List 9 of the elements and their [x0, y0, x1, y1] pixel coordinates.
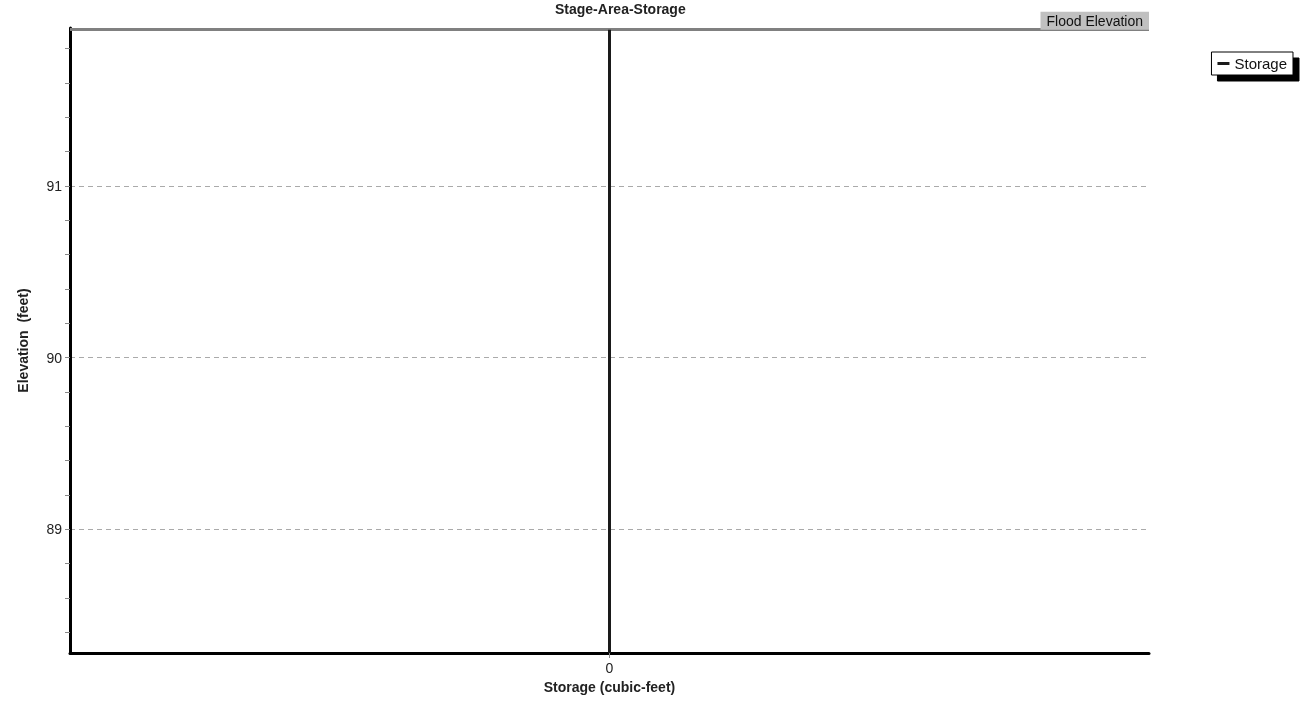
y-tick-label: 91 [46, 177, 63, 194]
legend-label: Storage [1234, 55, 1288, 72]
x-tick-label: 0 [605, 660, 614, 676]
y-axis-title: Elevation (feet) [15, 288, 31, 393]
chart-title: Stage-Area-Storage [555, 1, 686, 17]
x-axis-title: Storage (cubic-feet) [543, 678, 676, 695]
ref-line-label: Flood Elevation [1046, 12, 1143, 29]
y-tick-label: 90 [46, 349, 63, 366]
y-tick-label: 89 [46, 521, 63, 538]
